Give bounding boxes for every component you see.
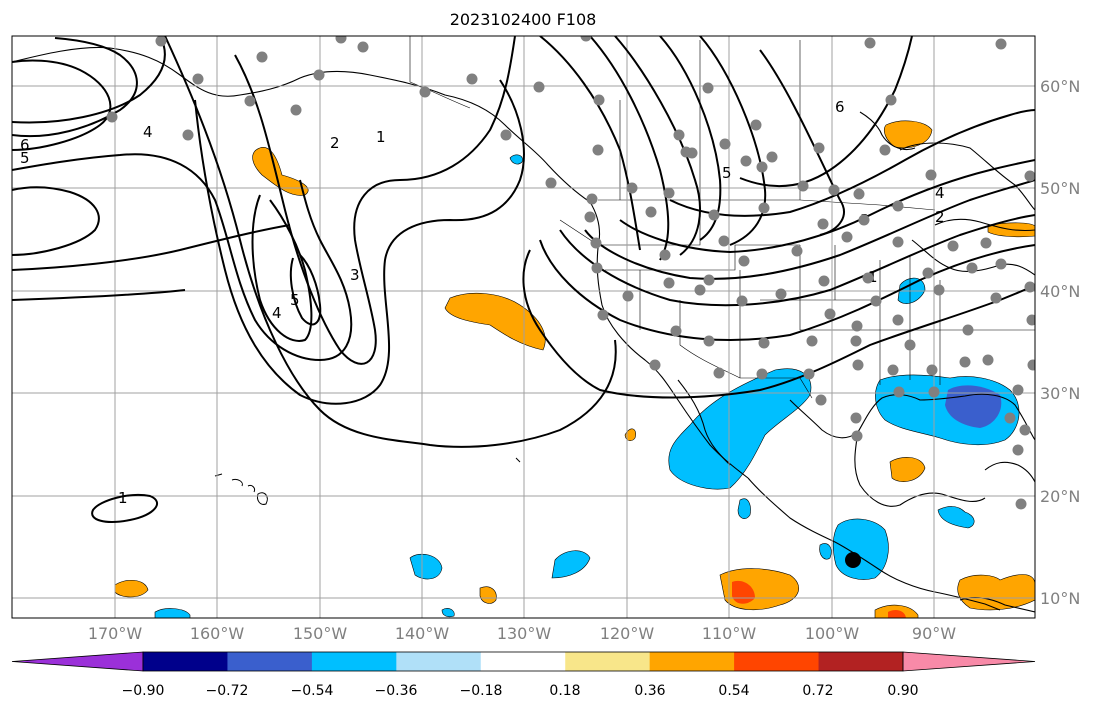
lat-label-40n: 40°N — [1040, 282, 1081, 301]
strong-negative-shading — [945, 385, 1002, 428]
contour-label: 2 — [935, 208, 945, 226]
colorbar-segment — [565, 652, 651, 671]
colorbar-segment — [649, 652, 735, 671]
colorbar-segment — [818, 652, 904, 671]
colorbar-label: −0.18 — [459, 683, 503, 699]
colorbar-segment — [311, 652, 397, 671]
colorbar-label: −0.36 — [374, 683, 418, 699]
positive-anomaly-shading — [114, 120, 1035, 618]
lon-label-150w: 150°W — [292, 624, 348, 643]
colorbar-label: 0.90 — [887, 683, 919, 699]
colorbar-segment — [396, 652, 482, 671]
colorbar-segment — [227, 652, 313, 671]
lon-label-140w: 140°W — [394, 624, 450, 643]
lat-label-30n: 30°N — [1040, 384, 1081, 403]
station-dots — [106, 36, 1035, 510]
contour-label: 6 — [20, 136, 30, 154]
contour-label: 4 — [143, 123, 153, 141]
lat-label-20n: 20°N — [1040, 487, 1081, 506]
colorbar-label: −0.90 — [121, 683, 165, 699]
lon-label-130w: 130°W — [496, 624, 552, 643]
contour-label: 4 — [272, 304, 282, 322]
lat-label-10n: 10°N — [1040, 589, 1081, 608]
contour-label: 5 — [722, 164, 732, 182]
colorbar-label: −0.54 — [290, 683, 334, 699]
colorbar-label: −0.72 — [205, 683, 249, 699]
colorbar-segment — [143, 652, 228, 671]
contour-label: 5 — [290, 291, 300, 309]
plot-frame — [11, 35, 1036, 619]
colorbar-outline — [142, 651, 904, 672]
colorbar-label: 0.18 — [549, 683, 581, 699]
contour-label: 6 — [835, 98, 845, 116]
storm-center-marker — [845, 552, 861, 568]
colorbar-label: 0.54 — [718, 683, 750, 699]
lat-label-60n: 60°N — [1040, 77, 1081, 96]
lon-label-100w: 100°W — [804, 624, 860, 643]
contour-label: 1 — [118, 489, 128, 507]
contour-label: 3 — [350, 266, 360, 284]
contour-lines — [12, 36, 1035, 523]
colorbar-segment — [11, 651, 144, 672]
colorbar-segment — [734, 652, 820, 671]
lon-label-170w: 170°W — [87, 624, 143, 643]
political-borders — [409, 36, 1035, 399]
lon-label-90w: 90°W — [911, 624, 957, 643]
contour-label: 2 — [330, 134, 340, 152]
colorbar-label: 0.72 — [802, 683, 834, 699]
hawaii-islands — [214, 457, 521, 505]
lat-label-50n: 50°N — [1040, 179, 1081, 198]
contour-label: 4 — [935, 184, 945, 202]
map-title: 2023102400 F108 — [449, 10, 597, 29]
colorbar-segment — [480, 652, 566, 671]
lon-label-160w: 160°W — [189, 624, 245, 643]
lon-label-110w: 110°W — [701, 624, 757, 643]
contour-label: 1 — [376, 128, 386, 146]
colorbar — [11, 651, 1036, 672]
lon-label-120w: 120°W — [599, 624, 655, 643]
colorbar-segment — [902, 651, 1036, 672]
colorbar-label: 0.36 — [634, 683, 666, 699]
contour-label: 5 — [20, 149, 30, 167]
